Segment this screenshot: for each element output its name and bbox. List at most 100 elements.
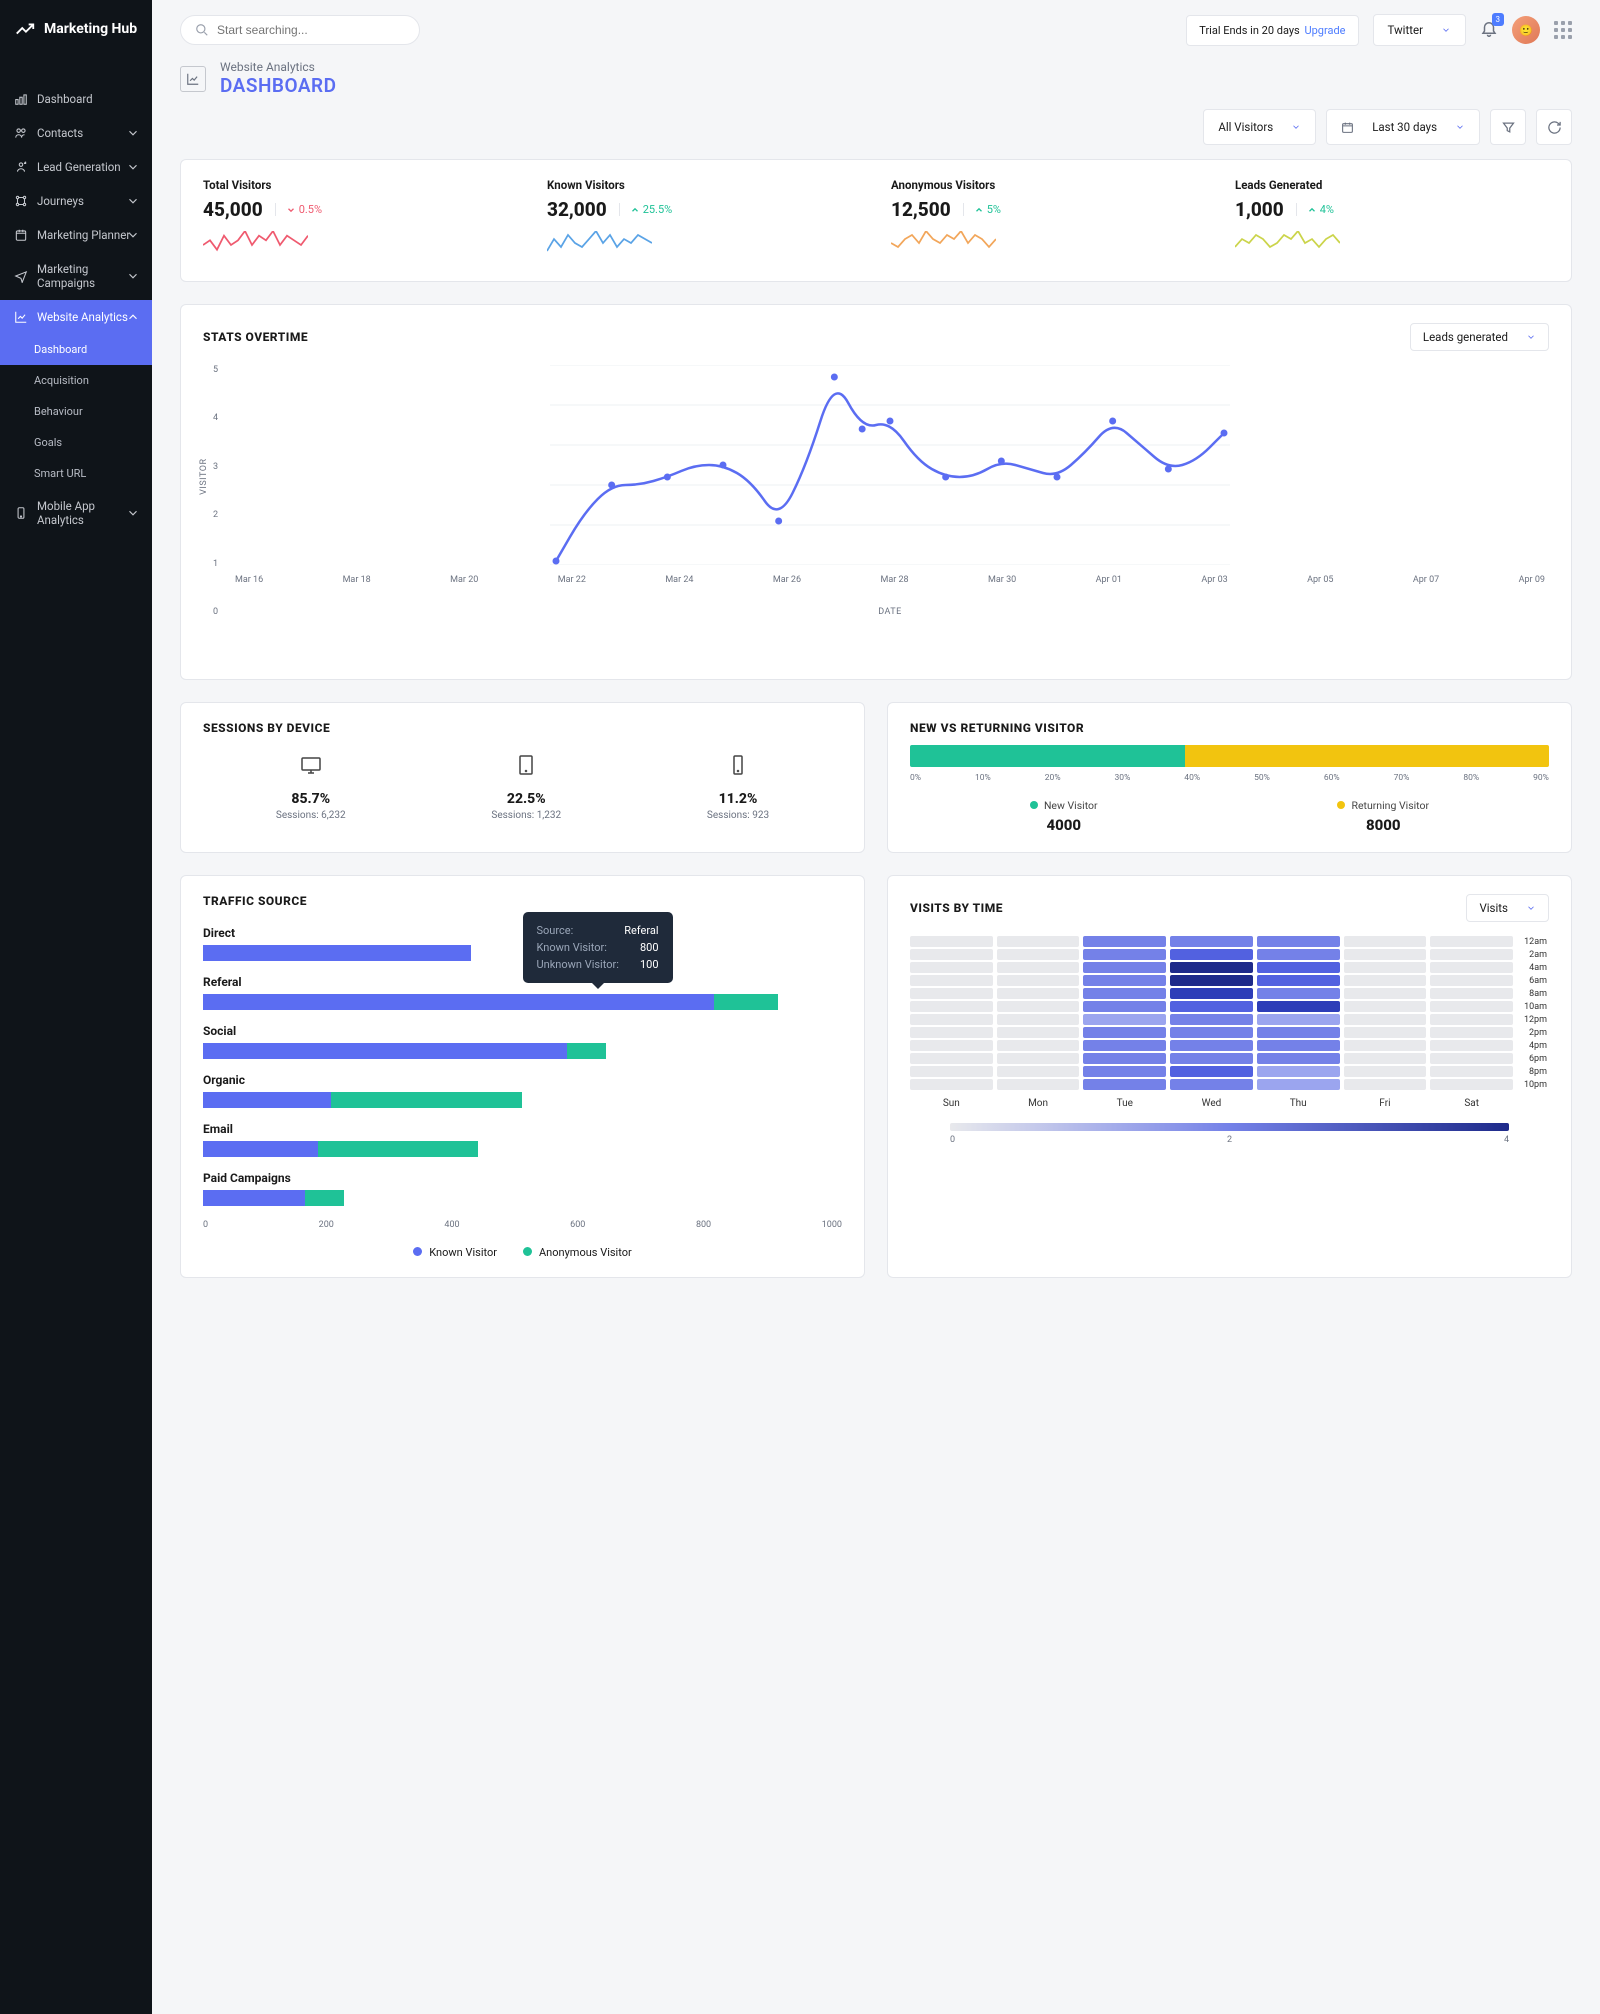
legend-known: Known Visitor <box>413 1246 497 1259</box>
hm-hour-label: 6am <box>1517 975 1549 986</box>
social-dropdown[interactable]: Twitter <box>1373 14 1467 46</box>
refresh-icon <box>1547 120 1562 135</box>
hm-cell <box>1257 1053 1340 1064</box>
kpi-delta: 25.5% <box>619 203 673 216</box>
nav-item-dashboard[interactable]: Dashboard <box>0 82 152 116</box>
sidebar: Marketing Hub Dashboard Contacts Lead Gene… <box>0 0 152 2014</box>
hm-cell <box>1170 962 1253 973</box>
nav-item-marketing-planner[interactable]: Marketing Planner <box>0 218 152 252</box>
trial-banner: Trial Ends in 20 days Upgrade <box>1186 15 1358 46</box>
filter-row: All Visitors Last 30 days <box>180 109 1572 159</box>
hm-cell <box>997 1053 1080 1064</box>
nav-label: Lead Generation <box>37 160 121 174</box>
visitors-filter[interactable]: All Visitors <box>1203 109 1316 145</box>
nav-item-contacts[interactable]: Contacts <box>0 116 152 150</box>
hm-cell <box>1170 1014 1253 1025</box>
device-mobile: 11.2% Sessions: 923 <box>707 753 769 821</box>
nav-label: Contacts <box>37 126 83 140</box>
nav-sub-dashboard[interactable]: Dashboard <box>0 334 152 365</box>
search-input[interactable] <box>217 23 405 37</box>
hm-cell <box>997 1040 1080 1051</box>
avatar[interactable]: 🙂 <box>1512 16 1540 44</box>
hm-cell <box>1430 949 1513 960</box>
chevron-down-icon <box>126 228 140 242</box>
nav-item-mobile-app-analytics[interactable]: Mobile App Analytics <box>0 489 152 537</box>
nav-sub-smart-url[interactable]: Smart URL <box>0 458 152 489</box>
nvr-bar <box>910 745 1549 767</box>
brand: Marketing Hub <box>0 0 152 58</box>
nav-item-journeys[interactable]: Journeys <box>0 184 152 218</box>
kpi-anonymous-visitors: Anonymous Visitors 12,500 5% <box>891 178 1205 263</box>
kpi-card: Total Visitors 45,000 0.5% Known Visitor… <box>180 159 1572 282</box>
chevron-down-icon <box>126 269 140 283</box>
traffic-anon-bar <box>331 1092 523 1108</box>
sparkline <box>203 231 308 259</box>
hm-cell <box>910 988 993 999</box>
hm-hour-label: 4am <box>1517 962 1549 973</box>
traffic-title: TRAFFIC SOURCE <box>203 894 842 908</box>
traffic-row-referal: Referal <box>203 975 842 1010</box>
hm-day-label: Mon <box>997 1092 1080 1109</box>
hm-cell <box>1430 1079 1513 1090</box>
hm-hour-label: 12am <box>1517 936 1549 947</box>
nav-icon <box>14 506 28 520</box>
nav-icon <box>14 92 28 106</box>
device-pct: 11.2% <box>707 791 769 807</box>
nav-sub-acquisition[interactable]: Acquisition <box>0 365 152 396</box>
traffic-label: Email <box>203 1122 842 1136</box>
hm-cell <box>1170 1066 1253 1077</box>
hm-cell <box>997 936 1080 947</box>
hm-hour-label: 2pm <box>1517 1027 1549 1038</box>
hm-day-label: Wed <box>1170 1092 1253 1109</box>
hm-day-label: Tue <box>1083 1092 1166 1109</box>
chevron-down-icon <box>1526 332 1536 342</box>
traffic-row-email: Email <box>203 1122 842 1157</box>
kpi-delta: 5% <box>963 203 1001 216</box>
filter-button[interactable] <box>1490 109 1526 145</box>
traffic-bar <box>203 994 842 1010</box>
hm-cell <box>910 975 993 986</box>
nav-item-website-analytics[interactable]: Website Analytics <box>0 300 152 334</box>
chevron-down-icon <box>1441 25 1451 35</box>
hm-cell <box>1257 1066 1340 1077</box>
stats-card: STATS OVERTIME Leads generated VISITOR 0… <box>180 304 1572 680</box>
traffic-known-bar <box>203 1190 305 1206</box>
hm-cell <box>997 962 1080 973</box>
hm-cell <box>1430 1001 1513 1012</box>
traffic-bar <box>203 1190 842 1206</box>
traffic-known-bar <box>203 1092 331 1108</box>
heatmap: 12am2am4am6am8am10am12pm2pm4pm6pm8pm10pm… <box>910 936 1549 1109</box>
refresh-button[interactable] <box>1536 109 1572 145</box>
stats-chart: VISITOR 012345 Mar 16Mar 18Mar 20Mar 22M… <box>203 365 1549 661</box>
hm-cell <box>1170 949 1253 960</box>
hm-cell <box>1083 962 1166 973</box>
stats-metric-dropdown[interactable]: Leads generated <box>1410 323 1549 351</box>
y-axis-label: VISITOR <box>199 459 209 495</box>
hm-cell <box>1083 936 1166 947</box>
hm-cell <box>1170 1053 1253 1064</box>
sparkline <box>891 231 996 259</box>
notifications-button[interactable]: 3 <box>1480 19 1498 41</box>
visits-dd-label: Visits <box>1479 901 1508 915</box>
chevron-up-icon <box>126 310 140 324</box>
visits-metric-dropdown[interactable]: Visits <box>1466 894 1549 922</box>
hm-cell <box>910 1053 993 1064</box>
hm-cell <box>1344 1066 1427 1077</box>
desktop-icon <box>297 753 325 777</box>
hm-cell <box>1257 1079 1340 1090</box>
upgrade-link[interactable]: Upgrade <box>1304 24 1345 37</box>
nav-sub-goals[interactable]: Goals <box>0 427 152 458</box>
nav-icon <box>14 269 28 283</box>
nav: Dashboard Contacts Lead Generation Journeys… <box>0 58 152 537</box>
date-range-filter[interactable]: Last 30 days <box>1326 109 1480 145</box>
traffic-card: TRAFFIC SOURCE Source:Referal Known Visi… <box>180 875 865 1278</box>
search-box[interactable] <box>180 15 420 45</box>
hm-cell <box>1430 936 1513 947</box>
device-sessions: Sessions: 6,232 <box>276 810 346 821</box>
nav-item-marketing-campaigns[interactable]: Marketing Campaigns <box>0 252 152 300</box>
hm-cell <box>1170 1040 1253 1051</box>
nav-icon <box>14 310 28 324</box>
apps-grid-icon[interactable] <box>1554 21 1572 39</box>
nav-sub-behaviour[interactable]: Behaviour <box>0 396 152 427</box>
nav-item-lead-generation[interactable]: Lead Generation <box>0 150 152 184</box>
